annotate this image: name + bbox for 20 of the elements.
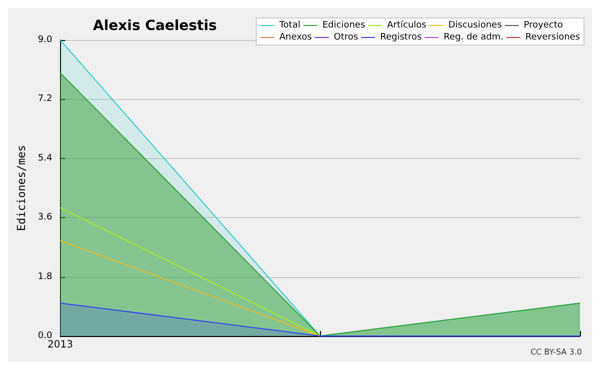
y-tick-label: 1.8	[38, 272, 52, 282]
text: CC BY-SA 3.0	[530, 348, 582, 356]
y-axis-title: Ediciones/mes	[15, 144, 28, 232]
legend-label: Reg. de adm.	[444, 32, 504, 42]
y-tick-label: 7.2	[38, 94, 52, 104]
chart-title: Alexis Caelestis	[93, 18, 217, 34]
legend-label: Total	[278, 20, 300, 30]
x-tick-label: 2013	[47, 340, 73, 350]
legend-label: Anexos	[279, 32, 312, 42]
legend-label: Otros	[334, 32, 358, 42]
legend-label: Artículos	[387, 20, 427, 30]
legend-label: Discusiones	[448, 20, 502, 30]
legend-label: Proyecto	[524, 20, 564, 30]
legend-label: Ediciones	[322, 20, 366, 30]
legend-label: Registros	[380, 32, 422, 42]
legend-label: Reversiones	[525, 32, 580, 42]
y-tick-label: 0.0	[38, 331, 52, 341]
y-tick-label: 9.0	[38, 35, 52, 45]
y-tick-label: 5.4	[38, 153, 52, 164]
y-tick-label: 3.6	[38, 212, 52, 223]
